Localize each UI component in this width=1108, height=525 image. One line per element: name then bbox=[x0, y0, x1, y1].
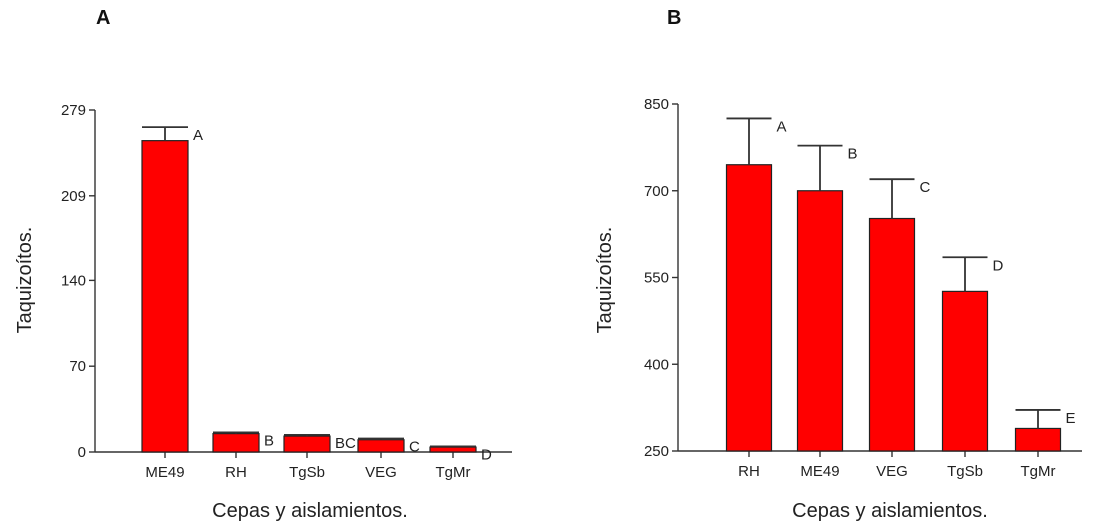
panel-b-x-axis-title: Cepas y aislamientos. bbox=[792, 500, 988, 522]
panel-a-y-tick-label: 279 bbox=[61, 102, 86, 119]
panel-a-significance-label: C bbox=[409, 439, 420, 456]
panel-b-significance-label: C bbox=[920, 179, 931, 196]
panel-a-x-axis-title: Cepas y aislamientos. bbox=[212, 500, 408, 522]
panel-a-y-tick-label: 0 bbox=[78, 444, 86, 461]
panel-a-category-label: TgSb bbox=[289, 464, 325, 481]
panel-a-bar-veg bbox=[357, 439, 405, 453]
panel-a-bar-tgsb bbox=[283, 435, 331, 453]
panel-b-y-tick-label: 400 bbox=[644, 356, 669, 373]
panel-a-category-label: VEG bbox=[365, 464, 397, 481]
panel-a-y-tick-label: 209 bbox=[61, 188, 86, 205]
panel-b-error-bar bbox=[869, 178, 915, 219]
panel-b-category-label: VEG bbox=[876, 463, 908, 480]
panel-b-error-bar bbox=[726, 117, 772, 165]
panel-b-category-label: TgSb bbox=[947, 463, 983, 480]
panel-b-label: B bbox=[667, 7, 681, 29]
panel-a-category-label: RH bbox=[225, 464, 247, 481]
panel-a-bar-tgmr bbox=[429, 446, 477, 453]
panel-b-significance-label: D bbox=[993, 257, 1004, 274]
panel-b-error-bar bbox=[1015, 409, 1061, 429]
panel-a-y-tick-label: 70 bbox=[69, 358, 86, 375]
panel-a-error-bar bbox=[284, 433, 330, 437]
panel-a-bar-rh bbox=[212, 433, 260, 453]
panel-b-significance-label: A bbox=[777, 118, 787, 135]
panel-a-significance-label: A bbox=[193, 127, 203, 144]
panel-b: B Taquizoítos. Cepas y aislamientos. 850… bbox=[594, 7, 1082, 522]
panel-a-error-bar bbox=[430, 445, 476, 448]
panel-b-category-label: ME49 bbox=[800, 463, 839, 480]
panel-a-error-bar bbox=[142, 126, 188, 141]
panel-b-error-bar bbox=[797, 144, 843, 191]
panel-b-category-label: TgMr bbox=[1021, 463, 1056, 480]
panel-a-significance-label: D bbox=[481, 446, 492, 463]
panel-b-significance-label: E bbox=[1066, 410, 1076, 427]
panel-b-significance-label: B bbox=[848, 146, 858, 163]
panel-b-error-bar bbox=[942, 256, 988, 292]
panel-b-y-axis-title: Taquizoítos. bbox=[594, 227, 616, 334]
panel-b-y-tick-label: 850 bbox=[644, 96, 669, 113]
panel-b-y-tick-label: 700 bbox=[644, 183, 669, 200]
panel-a: A Taquizoítos. Cepas y aislamientos. 279… bbox=[14, 7, 512, 522]
panel-a-error-bar bbox=[213, 431, 259, 434]
panel-a-y-tick-label: 140 bbox=[61, 272, 86, 289]
panel-b-y-tick-label: 250 bbox=[644, 443, 669, 460]
panel-b-bar-tgsb bbox=[941, 290, 989, 452]
panel-a-error-bar bbox=[358, 437, 404, 440]
panel-b-bar-veg bbox=[868, 217, 916, 452]
panel-a-significance-label: B bbox=[264, 432, 274, 449]
panel-b-bar-me49 bbox=[796, 190, 844, 452]
panel-a-y-axis-title: Taquizoítos. bbox=[14, 227, 36, 334]
panel-b-bar-tgmr bbox=[1014, 427, 1062, 452]
panel-b-bar-rh bbox=[725, 164, 773, 452]
panel-a-category-label: ME49 bbox=[145, 464, 184, 481]
panel-b-y-tick-label: 550 bbox=[644, 270, 669, 287]
panel-a-category-label: TgMr bbox=[436, 464, 471, 481]
panel-a-label: A bbox=[96, 7, 110, 29]
panel-b-category-label: RH bbox=[738, 463, 760, 480]
panel-a-significance-label: BC bbox=[335, 435, 356, 452]
panel-a-bar-me49 bbox=[141, 140, 189, 453]
